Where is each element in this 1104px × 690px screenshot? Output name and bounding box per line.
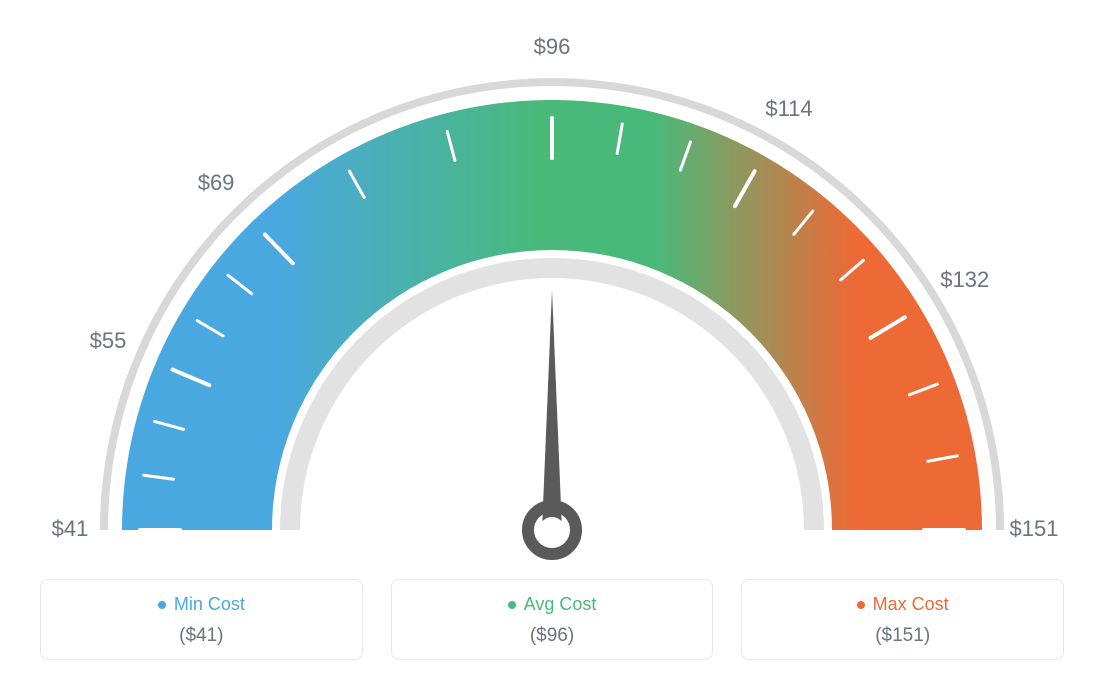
legend-title: Min Cost [158,594,245,615]
gauge-tick-label: $114 [759,96,819,122]
gauge-svg [0,20,1104,580]
legend-label: Avg Cost [524,594,597,615]
legend-label: Max Cost [873,594,949,615]
gauge-chart: $41 $55 $69 $96 $114 $132 $151 [0,0,1104,560]
legend-card: Max Cost ($151) [741,579,1064,660]
legend-card: Avg Cost ($96) [391,579,714,660]
gauge-tick-label: $132 [935,267,995,293]
gauge-tick-label: $96 [522,34,582,60]
legend-value: ($151) [754,625,1051,647]
legend-title: Avg Cost [508,594,597,615]
gauge-tick-label: $55 [78,328,138,354]
legend-title: Max Cost [857,594,949,615]
legend-dot-icon [508,601,516,609]
legend-label: Min Cost [174,594,245,615]
legend-value: ($96) [404,625,701,647]
legend-card: Min Cost ($41) [40,579,363,660]
gauge-tick-label: $151 [1004,516,1064,542]
gauge-tick-label: $41 [40,516,100,542]
legend-value: ($41) [53,625,350,647]
legend-dot-icon [158,601,166,609]
legend-row: Min Cost ($41) Avg Cost ($96) Max Cost ($151) [0,579,1104,660]
gauge-tick-label: $69 [186,170,246,196]
legend-dot-icon [857,601,865,609]
